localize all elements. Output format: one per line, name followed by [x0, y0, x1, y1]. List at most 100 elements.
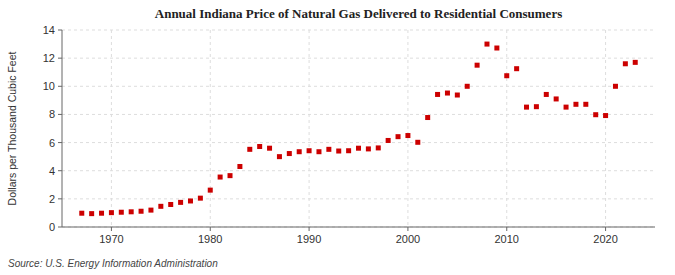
- y-tick-label: 6: [49, 137, 55, 149]
- point: [494, 46, 499, 51]
- y-tick-label: 12: [43, 52, 55, 64]
- point: [257, 144, 262, 149]
- y-tick: [58, 227, 62, 228]
- x-tick-label: 2020: [593, 233, 617, 245]
- point: [326, 147, 331, 152]
- grid: [62, 30, 655, 227]
- y-grid-line: [62, 142, 655, 143]
- y-grid-line: [62, 170, 655, 171]
- chart: 19701980199020002010202002468101214Annua…: [0, 0, 675, 275]
- title: Annual Indiana Price of Natural Gas Deli…: [155, 6, 562, 21]
- point: [633, 60, 638, 65]
- x-tick-label: 1970: [99, 233, 123, 245]
- point: [415, 140, 420, 145]
- y-tick-label: 0: [49, 221, 55, 233]
- point: [613, 84, 618, 89]
- point: [208, 188, 213, 193]
- point: [237, 164, 242, 169]
- point: [376, 145, 381, 150]
- y-grid-line: [62, 58, 655, 59]
- point: [593, 112, 598, 117]
- x-grid-line: [111, 30, 112, 227]
- x-axis-line: [62, 227, 655, 228]
- point: [178, 200, 183, 205]
- x-tick: [506, 227, 507, 231]
- y-tick: [58, 170, 62, 171]
- point: [148, 208, 153, 213]
- point: [435, 92, 440, 97]
- point: [297, 149, 302, 154]
- y-grid-line: [62, 86, 655, 87]
- y-tick: [58, 86, 62, 87]
- point: [139, 209, 144, 214]
- source-note: Source: U.S. Energy Information Administ…: [8, 258, 218, 269]
- point: [287, 151, 292, 156]
- point: [564, 105, 569, 110]
- point: [504, 73, 509, 78]
- point: [544, 92, 549, 97]
- x-grid-line: [407, 30, 408, 227]
- point: [366, 146, 371, 151]
- point: [277, 154, 282, 159]
- y-tick: [58, 58, 62, 59]
- x-grid-line: [605, 30, 606, 227]
- point: [158, 204, 163, 209]
- x-grid-line: [309, 30, 310, 227]
- point: [228, 173, 233, 178]
- x-tick-label: 1990: [297, 233, 321, 245]
- point: [168, 202, 173, 207]
- y-tick: [58, 142, 62, 143]
- point: [129, 209, 134, 214]
- point: [89, 211, 94, 216]
- point: [405, 133, 410, 138]
- y-grid-line: [62, 114, 655, 115]
- point: [99, 211, 104, 216]
- point: [109, 210, 114, 215]
- point: [198, 196, 203, 201]
- point: [247, 147, 252, 152]
- x-tick-label: 2010: [495, 233, 519, 245]
- y-tick-label: 14: [43, 24, 55, 36]
- y-grid-line: [62, 198, 655, 199]
- point: [119, 210, 124, 215]
- point: [534, 104, 539, 109]
- point: [514, 66, 519, 71]
- points: [79, 42, 637, 217]
- point: [267, 146, 272, 151]
- point: [623, 61, 628, 66]
- point: [356, 146, 361, 151]
- x-tick-label: 2000: [396, 233, 420, 245]
- x-tick-label: 1980: [198, 233, 222, 245]
- y-grid-line: [62, 227, 655, 228]
- y-tick-label: 2: [49, 193, 55, 205]
- point: [583, 102, 588, 107]
- x-tick: [210, 227, 211, 231]
- point: [79, 211, 84, 216]
- point: [603, 113, 608, 118]
- point: [396, 134, 401, 139]
- x-tick: [605, 227, 606, 231]
- y-axis-label: Dollars per Thousand Cubic Feet: [6, 51, 18, 205]
- y-tick-label: 8: [49, 108, 55, 120]
- y-grid-line: [62, 30, 655, 31]
- point: [455, 93, 460, 98]
- y-tick: [58, 198, 62, 199]
- point: [445, 91, 450, 96]
- x-tick: [309, 227, 310, 231]
- y-tick: [58, 114, 62, 115]
- point: [524, 105, 529, 110]
- point: [465, 84, 470, 89]
- point: [307, 148, 312, 153]
- x-tick: [407, 227, 408, 231]
- point: [336, 149, 341, 154]
- y-tick-label: 4: [49, 165, 55, 177]
- y-axis-line: [62, 30, 63, 227]
- point: [484, 42, 489, 47]
- x-grid-line: [210, 30, 211, 227]
- point: [346, 148, 351, 153]
- y-tick: [58, 30, 62, 31]
- x-grid-line: [506, 30, 507, 227]
- point: [188, 198, 193, 203]
- axes: 19701980199020002010202002468101214: [43, 24, 618, 245]
- point: [316, 149, 321, 154]
